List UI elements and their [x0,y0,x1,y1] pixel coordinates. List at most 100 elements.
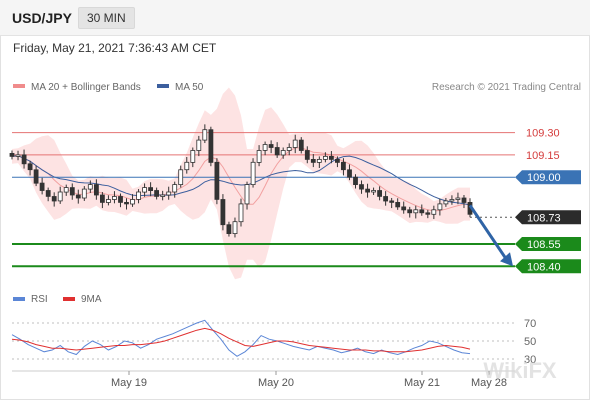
candle-body [328,155,334,160]
rsi-9ma-line [11,327,471,353]
rsi-tick-70: 70 [524,318,536,330]
legend-swatch-9ma [63,297,75,301]
candle-body [130,199,135,205]
candle-body [262,144,268,151]
candle-body [63,187,69,193]
candle-body [208,129,214,163]
candle-body [178,169,184,186]
watermark: WikiFX [483,358,556,383]
candle-body [160,194,166,197]
candle-body [407,209,413,214]
candle-body [142,187,148,193]
level-tag-109.00 [515,170,581,185]
candle-body [27,163,33,171]
legend-label-ma20: MA 20 + Bollinger Bands [31,82,141,93]
candle-body [51,196,57,202]
candle-body [383,196,389,202]
x-tick-label: May 19 [111,377,147,389]
candle-body [172,184,178,193]
candle-body [371,190,377,193]
forecast-arrowhead [500,252,513,267]
legend-swatch-rsi [13,297,25,301]
candle-body [166,191,172,196]
candle-body [443,200,449,205]
candle-body [39,182,45,191]
candle-body [118,196,123,203]
candle-body [81,188,87,199]
level-label-109.15: 109.15 [526,150,560,162]
legend-swatch-ma50 [157,84,169,88]
candle-body [377,190,383,197]
candle-body [449,199,455,202]
candle-body [298,139,304,151]
candle-body [256,150,262,163]
candle-body [21,154,27,165]
candle-body [353,176,358,185]
candle-body [9,152,15,157]
legend-label-ma50: MA 50 [175,82,204,93]
candle-body [419,209,425,214]
level-tag-108.73 [515,210,581,225]
candle-body [413,209,419,214]
candle-body [347,169,352,178]
legend-swatch-ma20 [13,84,25,88]
candle-body [437,203,443,211]
legend-label-9ma: 9MA [81,294,102,305]
rsi-line [11,319,471,357]
candle-body [136,191,142,200]
candle-body [244,184,250,205]
candle-body [106,199,111,203]
rsi-tick-30: 30 [524,354,536,366]
forecast-arrow-shaft [468,204,509,262]
candle-body [340,161,346,171]
candle-body [461,197,467,203]
x-tick-label: May 21 [404,377,440,389]
candle-body [395,201,401,208]
candle-body [286,147,292,151]
candle-body [33,169,39,184]
header-bar: USD/JPY 30 MIN [0,0,590,36]
level-label-108.73: 108.73 [527,212,561,224]
candle-body [334,158,340,163]
candle-body [214,161,220,200]
candle-body [268,144,274,148]
candle-body [232,221,238,234]
candle-body [310,158,316,163]
level-label-109.30: 109.30 [526,128,560,140]
ma50-line [11,155,471,206]
timestamp: Friday, May 21, 2021 7:36:43 AM CET [13,41,217,55]
candle-body [238,203,244,223]
candle-body [359,184,364,190]
candle-body [87,184,93,190]
legend-label-rsi: RSI [31,294,48,305]
copyright-note: Research © 2021 Trading Central [432,82,581,93]
rsi-tick-50: 50 [524,336,536,348]
currency-pair-title: USD/JPY [12,10,72,26]
candle-body [365,188,371,193]
x-tick-label: May 20 [258,377,294,389]
candle-body [280,150,286,156]
candle-body [69,187,75,196]
x-tick-label: May 28 [471,377,507,389]
candle-body [75,194,81,199]
timeframe-badge[interactable]: 30 MIN [78,7,135,29]
level-label-109.00: 109.00 [527,172,561,184]
candle-body [401,206,407,211]
candle-body [190,150,196,163]
candle-body [148,187,154,192]
level-tag-108.40 [515,259,581,274]
candle-body [292,139,298,148]
candle-body [431,209,437,215]
candle-body [389,200,395,203]
candle-body [57,191,63,202]
candle-body [154,190,160,197]
candle-body [112,196,117,200]
candle-body [15,154,21,157]
candle-body [124,201,129,205]
level-tag-108.55 [515,236,581,251]
candle-body [220,199,226,226]
candle-body [322,155,328,160]
candle-body [202,129,208,141]
bollinger-band [12,87,470,280]
